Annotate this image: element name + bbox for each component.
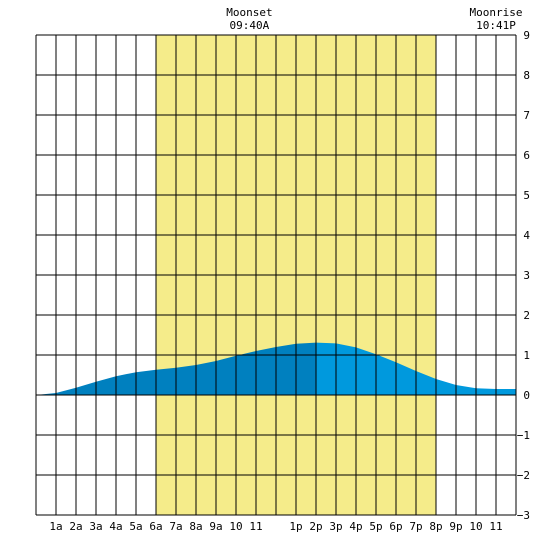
y-tick-label: 7 bbox=[523, 109, 530, 122]
y-tick-label: 5 bbox=[523, 189, 530, 202]
x-tick-label: 2a bbox=[69, 520, 82, 533]
x-tick-label: 3p bbox=[329, 520, 342, 533]
x-tick-label: 8a bbox=[189, 520, 202, 533]
x-axis-ticks: 1a 2a 3a 4a 5a 6a 7a 8a 9a 10 11 1p 2p 3p 4p 5p 6p 7p 8p 9p… bbox=[49, 520, 502, 533]
y-tick-label: 2 bbox=[523, 309, 530, 322]
x-tick-label: 3a bbox=[89, 520, 102, 533]
x-tick-label: 10 bbox=[229, 520, 242, 533]
x-tick-label: 7p bbox=[409, 520, 422, 533]
y-tick-label: 8 bbox=[523, 69, 530, 82]
x-tick-label: 10 bbox=[469, 520, 482, 533]
y-tick-label: 4 bbox=[523, 229, 530, 242]
y-tick-label: −2 bbox=[517, 469, 530, 482]
x-tick-label: 7a bbox=[169, 520, 182, 533]
x-tick-label: 11 bbox=[249, 520, 262, 533]
y-tick-label: 9 bbox=[523, 29, 530, 42]
x-tick-label: 8p bbox=[429, 520, 442, 533]
x-tick-label: 9p bbox=[449, 520, 462, 533]
y-tick-label: 6 bbox=[523, 149, 530, 162]
x-tick-label: 5p bbox=[369, 520, 382, 533]
annotation-label: Moonset bbox=[226, 6, 272, 19]
x-tick-label: 6p bbox=[389, 520, 402, 533]
y-axis-ticks: −3 −2 −1 0 1 2 3 4 5 6 7 8 9 bbox=[517, 29, 531, 522]
x-tick-label: 1a bbox=[49, 520, 62, 533]
x-tick-label: 9a bbox=[209, 520, 222, 533]
y-tick-label: 3 bbox=[523, 269, 530, 282]
x-tick-label: 4p bbox=[349, 520, 362, 533]
y-tick-label: −3 bbox=[517, 509, 530, 522]
y-tick-label: 1 bbox=[523, 349, 530, 362]
x-tick-label: 4a bbox=[109, 520, 122, 533]
y-tick-label: 0 bbox=[523, 389, 530, 402]
x-tick-label: 6a bbox=[149, 520, 162, 533]
x-tick-label: 5a bbox=[129, 520, 142, 533]
grid-lines bbox=[35, 34, 517, 516]
x-tick-label: 2p bbox=[309, 520, 322, 533]
annotation-label: Moonrise bbox=[470, 6, 523, 19]
annotation-time: 10:41P bbox=[476, 19, 516, 32]
y-tick-label: −1 bbox=[517, 429, 530, 442]
x-tick-label: 11 bbox=[489, 520, 502, 533]
annotation-time: 09:40A bbox=[230, 19, 270, 32]
x-tick-label: 1p bbox=[289, 520, 302, 533]
tide-area-falling bbox=[316, 342, 516, 395]
